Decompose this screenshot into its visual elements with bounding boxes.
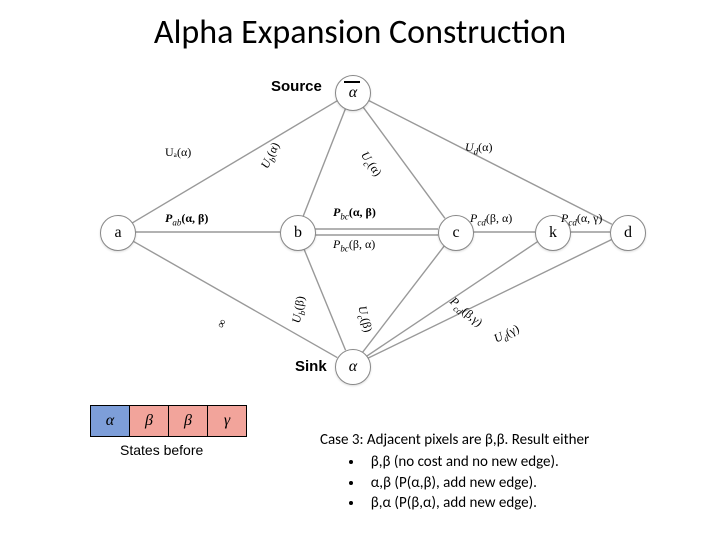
case-3-text: Case 3: Adjacent pixels are β,β. Result …: [320, 430, 700, 513]
edge-label: Pcd(β, α): [470, 211, 512, 227]
edge-label: Pbc(β, α): [333, 237, 375, 253]
case-3-bullet: β,β (no cost and no new edge).: [364, 452, 700, 472]
edge-label: Ud(α): [465, 140, 492, 156]
case-3-heading: Case 3: Adjacent pixels are β,β. Result …: [320, 430, 700, 450]
node-b: b: [280, 215, 316, 251]
node-sink-alpha: α: [335, 349, 371, 385]
state-cell: α: [91, 406, 130, 436]
node-d: d: [610, 215, 646, 251]
node-c: c: [438, 215, 474, 251]
node-a: a: [100, 215, 136, 251]
graph-diagram: Source Sink α α a b c k d Uₐ(α)Ub(α)Uc(α…: [60, 70, 660, 380]
edge-label: Pab(α, β): [165, 211, 208, 227]
alpha-overbar: [344, 81, 360, 83]
edge-label: Pbc(α, β): [333, 205, 376, 221]
sink-label: Sink: [295, 358, 327, 375]
edge-label: Uₐ(α): [165, 145, 191, 160]
state-cell: β: [169, 406, 208, 436]
edge-label: Pcd(α, γ): [561, 211, 602, 227]
source-label: Source: [271, 78, 322, 95]
states-before-row: αββγ: [90, 405, 247, 437]
slide-title: Alpha Expansion Construction: [0, 12, 720, 53]
case-3-bullet: α,β (P(α,β), add new edge).: [364, 473, 700, 493]
states-caption: States before: [120, 442, 203, 458]
state-cell: β: [130, 406, 169, 436]
state-cell: γ: [208, 406, 246, 436]
case-3-bullets: β,β (no cost and no new edge). α,β (P(α,…: [320, 452, 700, 513]
case-3-bullet: β,α (P(β,α), add new edge).: [364, 493, 700, 513]
